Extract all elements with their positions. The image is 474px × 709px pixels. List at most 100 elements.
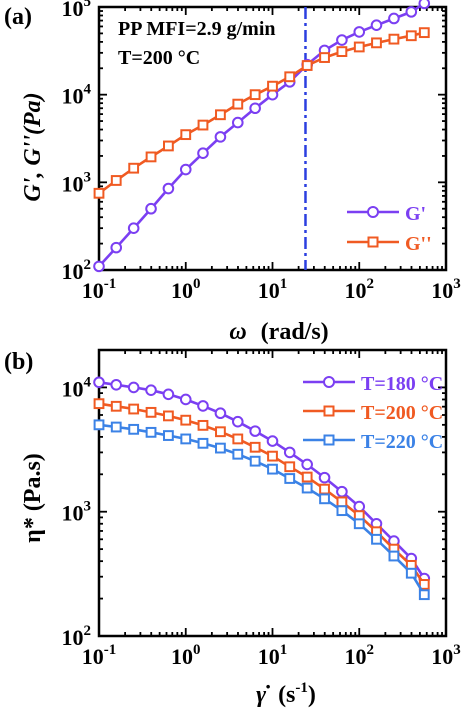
panel-a-xtick-label: 101: [258, 276, 288, 303]
panel-a-annotations: PP MFI=2.9 g/min T=200 °C: [118, 18, 276, 69]
panel-a-ytick-label: 104: [62, 82, 92, 109]
panel-b-series-3-point: [128, 423, 140, 435]
panel-b-series-1-point: [110, 378, 123, 391]
panel-b-series-1-point: [145, 384, 157, 396]
panel-b-series-3-point: [110, 421, 122, 433]
panel-a-xtick-label: 100: [171, 276, 201, 303]
panel-a-xtick-label: 103: [431, 276, 461, 303]
panel-a-series-1-point: [93, 260, 105, 273]
panel-b-series-2-point: [418, 579, 430, 590]
panel-b-series-3-point: [93, 419, 105, 431]
panel-b-series-3-point: [336, 505, 348, 517]
panel-b-xtick-label: 10-1: [82, 642, 117, 669]
panel-a-series-1-point: [353, 26, 366, 38]
panel-a-legend-marker: [367, 206, 379, 218]
panel-b-series-2-point: [180, 414, 192, 426]
panel-a-series-2-point: [336, 46, 348, 57]
panel-a-series-1-point: [231, 116, 244, 129]
panel-a-legend-marker: [367, 236, 379, 248]
panel-a-series-1-point: [336, 34, 348, 46]
panel-b-series-3-point: [353, 518, 365, 530]
panel-b-xtick-label: 100: [171, 642, 201, 669]
panel-a-series-2-point: [353, 41, 365, 53]
panel-a-series-1-point: [127, 222, 140, 234]
panel-a-series-2-point: [267, 80, 278, 92]
panel-a: (a) G', G''(Pa) ω (rad/s) 10-1 100 101 102 10…: [4, 0, 461, 345]
panel-a-series-1-point: [197, 147, 209, 159]
panel-a-series-2-point: [197, 119, 209, 131]
panel-a-xlabel-symbol: ω: [229, 319, 246, 345]
panel-a-legend-label: G': [405, 203, 426, 225]
panel-b-series-1-point: [318, 471, 331, 484]
panel-a-series-2-point: [145, 151, 157, 163]
panel-b-series-2-point: [249, 441, 261, 453]
panel-a-series-1-point: [179, 163, 192, 176]
panel-a-series-2-point: [93, 187, 105, 199]
panel-b-series-3-point: [388, 550, 400, 562]
panel-a-xtick-label: 102: [345, 276, 375, 303]
panel-a-series-2-point: [405, 30, 417, 42]
panel-a-series-1-point: [388, 12, 400, 25]
panel-a-series-1-point: [418, 0, 431, 10]
panel-b-ylabel: η* (Pa.s): [20, 453, 46, 543]
panel-b-legend-marker: [323, 405, 335, 417]
panel-b-ylabel-text: η* (Pa.s): [20, 453, 46, 543]
panel-b-series-3-point: [418, 589, 430, 601]
panel-a-series-2-point: [284, 71, 296, 83]
panel-b-series-3-point: [371, 533, 382, 545]
panel-b-series-2-point: [319, 483, 330, 495]
panel-b-series-2-point: [267, 450, 278, 462]
panel-b-xlabel-rest: (s: [278, 682, 295, 708]
panel-b-series-1-point: [197, 400, 209, 412]
panel-b-series-1-point: [231, 415, 244, 428]
panel-b-series-1-point: [336, 485, 348, 498]
panel-a-series-2-point: [163, 140, 174, 152]
panel-b-series-3-point: [145, 426, 157, 438]
panel-a-series-2-point: [180, 129, 192, 141]
panel-b-xtick-label: 101: [258, 642, 288, 669]
panel-b-series-3-point: [180, 433, 192, 445]
panel-b-series-2-point: [110, 400, 122, 412]
panel-b-series-3-point: [197, 437, 209, 449]
panel-b-series-1-point: [93, 376, 105, 389]
panel-b-series-3-point: [405, 567, 417, 579]
panel-b-xtick-label: 103: [431, 642, 461, 669]
panel-b-series-1-point: [249, 425, 261, 437]
panel-a-series-2-point: [388, 33, 400, 45]
panel-b-series-1-point: [353, 500, 366, 513]
panel-a-series-1-point: [214, 131, 227, 143]
panel-b-series-2-point: [215, 426, 226, 438]
panel-a-series-2-point: [301, 60, 313, 71]
panel-b-series-3-point: [319, 493, 330, 505]
panel-a-series-1-point: [370, 19, 383, 32]
panel-a-xlabel-rest: (rad/s): [261, 319, 329, 345]
panel-b-series-3-point: [232, 448, 244, 460]
panel-b-ytick-label: 102: [62, 623, 92, 650]
panel-a-label: (a): [4, 4, 32, 30]
panel-a-xtick-label: 10-1: [82, 276, 117, 303]
panel-b-series-3-point: [249, 455, 261, 467]
panel-b-series-1-point: [179, 393, 192, 406]
panel-a-series-2-point: [110, 175, 122, 186]
panel-b-legend-label: T=200 °C: [361, 402, 443, 424]
panel-b-series-3-point: [163, 430, 174, 441]
panel-b-series-2-point: [145, 406, 157, 418]
panel-a-series-2-point: [128, 162, 140, 174]
panel-b-series-2-point: [284, 461, 296, 473]
panel-a-series-1-point: [145, 202, 157, 215]
panel-a-series-2-point: [418, 27, 430, 39]
panel-b-series-3-point: [284, 473, 296, 484]
panel-a-series-2-point: [249, 89, 261, 101]
panel-b-series-3-point: [215, 442, 226, 454]
panel-a-ytick-label: 102: [62, 257, 92, 284]
panel-a-series-2-point: [215, 109, 226, 121]
panel-b-series-1-point: [301, 458, 313, 471]
panel-b-series-2-point: [336, 496, 348, 508]
panel-b-legend-marker: [323, 376, 335, 388]
panel-a-series-2-point: [232, 98, 244, 110]
panel-b-series-2-point: [128, 403, 140, 415]
panel-b-legend-label: T=220 °C: [361, 431, 443, 453]
panel-b-series-1-point: [162, 388, 175, 401]
panel-b-xlabel-sup: -1: [295, 680, 308, 696]
